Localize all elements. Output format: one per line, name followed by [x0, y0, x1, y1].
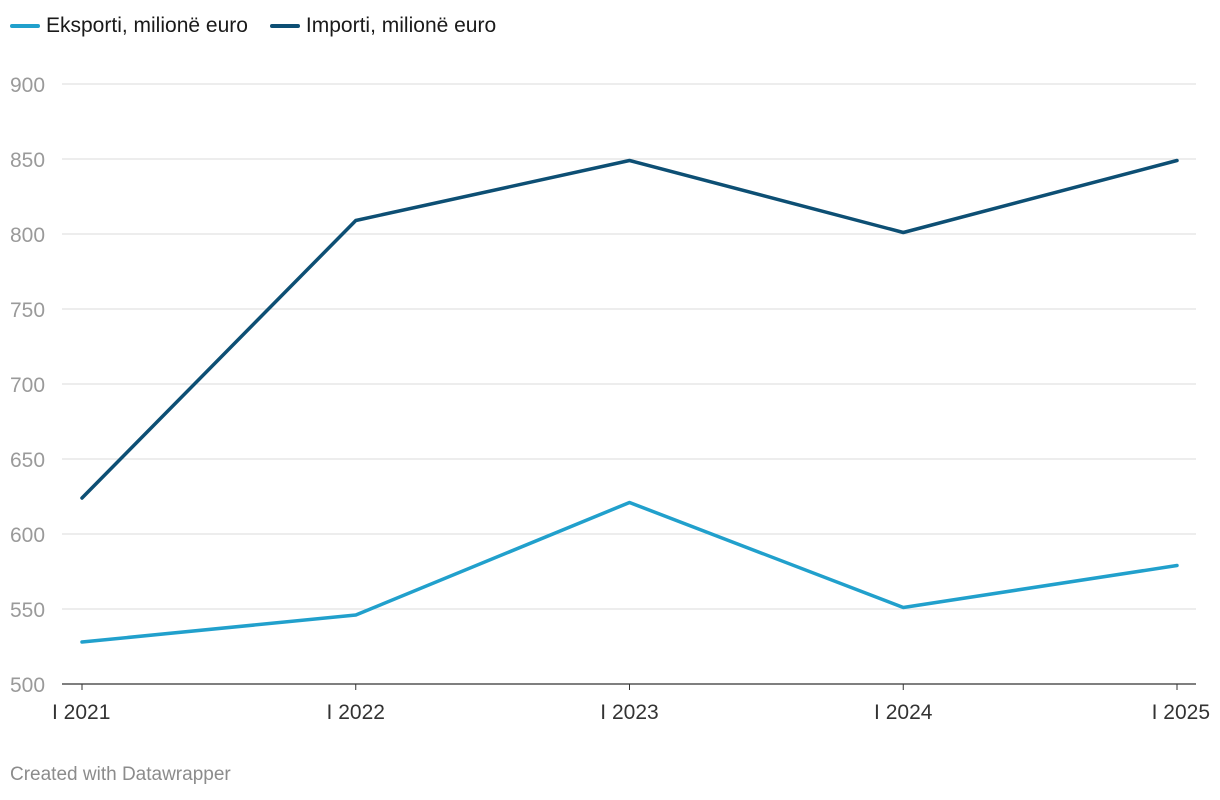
y-tick-label: 700	[10, 374, 45, 397]
x-tick-label: I 2025	[1152, 701, 1210, 724]
legend-swatch-importi	[269, 24, 300, 28]
y-tick-label: 550	[10, 599, 45, 622]
legend-label-eksporti: Eksporti, milionë euro	[46, 14, 248, 37]
legend-label-importi: Importi, milionë euro	[305, 14, 497, 37]
legend-item-importi: Importi, milionë euro	[269, 14, 497, 38]
x-tick-label: I 2021	[52, 701, 110, 724]
x-tick-label: I 2024	[874, 701, 933, 724]
y-tick-label: 750	[10, 299, 45, 322]
series-line-importi	[80, 158, 1179, 500]
legend-item-eksporti: Eksporti, milionë euro	[10, 14, 248, 38]
legend: Eksporti, milionë euro Importi, milionë …	[10, 14, 518, 38]
grid-lines	[62, 83, 1196, 685]
series-lines	[80, 158, 1179, 644]
y-tick-label: 850	[10, 149, 45, 172]
y-tick-label: 600	[10, 524, 45, 547]
y-tick-label: 650	[10, 449, 45, 472]
y-tick-label: 500	[10, 674, 45, 697]
footer-credit: Created with Datawrapper	[10, 764, 231, 785]
x-tick-label: I 2022	[327, 701, 385, 724]
y-tick-label: 800	[10, 224, 45, 247]
x-tick-label: I 2023	[600, 701, 658, 724]
y-tick-label: 900	[10, 74, 45, 97]
legend-swatch-eksporti	[10, 24, 40, 28]
x-axis-tick-labels: I 2021 I 2022 I 2023 I 2024 I 2025	[52, 684, 1210, 724]
series-line-eksporti	[80, 500, 1179, 644]
line-chart: 500 550 600 650 700 750 800 850 900 I 2021 I 2022…	[10, 74, 1210, 724]
y-axis-tick-labels: 500 550 600 650 700 750 800 850 900	[10, 74, 45, 697]
